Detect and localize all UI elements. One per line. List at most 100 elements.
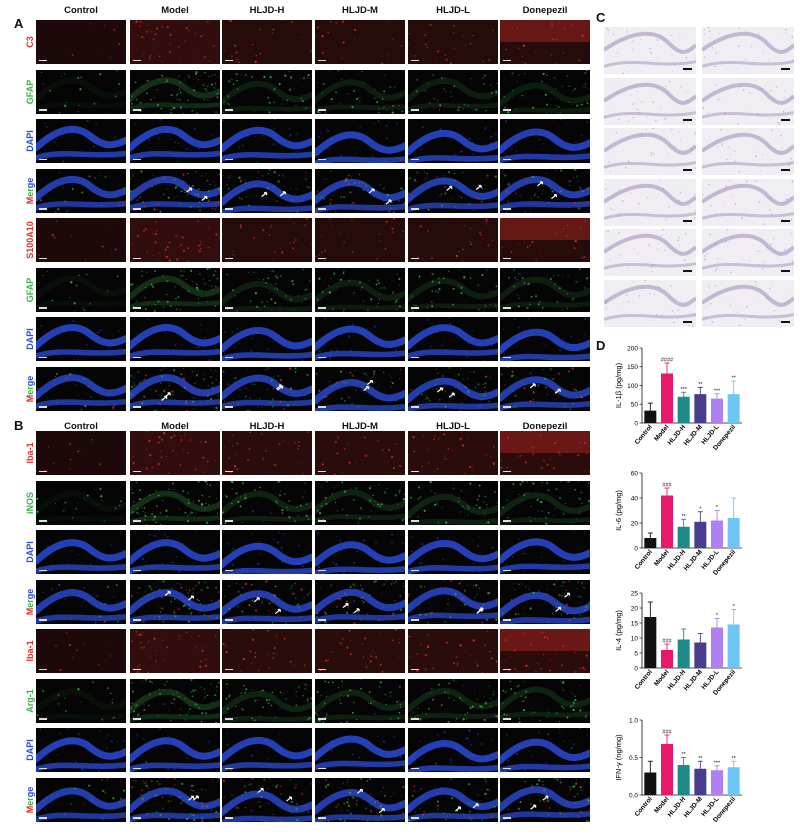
scale-bar xyxy=(411,470,419,472)
a-tile-c3-control xyxy=(36,20,126,64)
bar-control xyxy=(644,617,657,668)
y-tick-label: 0.0 xyxy=(629,792,638,799)
c-tile-cd8-3 xyxy=(702,128,794,175)
y-tick-label: 0 xyxy=(634,665,638,672)
a-tile-dapi-control xyxy=(36,119,126,163)
column-header-hljd-m: HLJD-M xyxy=(342,421,378,432)
y-tick-label: 25 xyxy=(631,590,639,597)
scale-bar xyxy=(225,817,233,819)
scale-bar xyxy=(39,158,47,160)
significance-label: ** xyxy=(698,756,703,762)
y-tick-label: 150 xyxy=(627,364,638,371)
b-tile-iba-1-hljd-m xyxy=(315,629,405,673)
a-tile-dapi-control xyxy=(36,317,126,361)
row-label-merge: Merge xyxy=(25,588,35,615)
significance-label: * xyxy=(716,613,719,619)
scale-bar xyxy=(411,158,419,160)
b-tile-iba-1-hljd-l xyxy=(408,431,498,475)
scale-bar xyxy=(225,619,233,621)
b-tile-iba-1-model xyxy=(130,431,220,475)
a-tile-s100a10-hljd-h xyxy=(222,218,312,262)
scale-bar xyxy=(133,208,141,210)
row-label-dapi: DAPI xyxy=(25,130,35,152)
bar-hljd-m xyxy=(694,642,707,668)
scale-bar xyxy=(39,257,47,259)
b-tile-merge-donepezil xyxy=(500,777,590,822)
a-tile-merge-model xyxy=(130,366,220,411)
scale-bar xyxy=(133,470,141,472)
bar-model xyxy=(661,744,673,795)
c-tile-cd4-6 xyxy=(604,279,696,327)
b-tile-iba-1-hljd-h xyxy=(222,431,312,475)
b-tile-dapi-hljd-l xyxy=(408,530,498,574)
b-tile-dapi-control xyxy=(36,728,126,772)
significance-label: * xyxy=(733,604,736,610)
b-tile-arg-1-donepezil xyxy=(500,678,590,723)
y-tick-label: 0 xyxy=(634,545,638,552)
a-tile-merge-hljd-l xyxy=(408,366,498,411)
significance-label: ### xyxy=(662,730,672,736)
b-tile-arg-1-hljd-l xyxy=(408,678,498,723)
scale-bar xyxy=(411,307,419,309)
y-tick-label: 20 xyxy=(631,520,639,527)
bar-hljd-l xyxy=(711,520,723,548)
a-tile-c3-model xyxy=(130,20,220,64)
a-tile-gfap-control xyxy=(36,69,126,114)
scale-bar xyxy=(133,520,141,522)
scale-bar xyxy=(133,718,141,720)
y-tick-label: 15 xyxy=(631,620,639,627)
bar-hljd-l xyxy=(711,770,723,795)
a-tile-dapi-model xyxy=(130,317,220,361)
a-tile-s100a10-hljd-m xyxy=(315,218,405,262)
b-tile-dapi-model xyxy=(130,728,220,772)
b-tile-dapi-hljd-h xyxy=(222,530,312,574)
column-header-donepezil: Donepezil xyxy=(522,421,568,432)
scale-bar xyxy=(39,718,47,720)
c-tile-cd4-2 xyxy=(604,77,696,125)
scale-bar xyxy=(225,767,233,769)
bar-donepezil xyxy=(727,624,740,668)
a-tile-merge-hljd-l xyxy=(408,168,498,213)
panel-letter-a: A xyxy=(14,16,24,31)
scale-bar xyxy=(411,406,419,408)
a-tile-dapi-hljd-l xyxy=(408,119,498,163)
b-tile-iba-1-donepezil xyxy=(500,629,590,673)
b-tile-merge-hljd-m xyxy=(315,777,405,822)
b-tile-dapi-control xyxy=(36,530,126,574)
bar-donepezil xyxy=(727,394,740,423)
b-tile-inos-hljd-l xyxy=(408,480,498,525)
scale-bar xyxy=(39,208,47,210)
c-tile-cd4-1 xyxy=(604,27,696,74)
row-label-s100a10: S100A10 xyxy=(25,221,35,259)
b-tile-arg-1-hljd-m xyxy=(315,678,405,723)
c-tile-cd4-4 xyxy=(604,178,696,226)
scale-bar xyxy=(39,307,47,309)
scale-bar xyxy=(39,767,47,769)
a-tile-gfap-hljd-h xyxy=(222,69,312,114)
b-tile-dapi-hljd-m xyxy=(315,530,405,574)
scale-bar xyxy=(503,718,511,720)
a-tile-c3-donepezil xyxy=(500,20,590,64)
scale-bar xyxy=(318,109,326,111)
a-tile-merge-model xyxy=(130,168,220,213)
significance-label: *** xyxy=(714,760,721,766)
scale-bar xyxy=(411,668,419,670)
panel-letter-d: D xyxy=(596,338,606,353)
column-header-donepezil: Donepezil xyxy=(522,5,568,16)
c-tile-cd8-2 xyxy=(702,77,794,125)
significance-label: ** xyxy=(698,382,703,388)
a-tile-gfap-hljd-m xyxy=(315,69,405,114)
a-tile-dapi-hljd-m xyxy=(315,119,405,163)
scale-bar xyxy=(411,59,419,61)
scale-bar xyxy=(133,307,141,309)
column-header-control: Control xyxy=(64,421,98,432)
b-tile-inos-control xyxy=(36,480,126,525)
a-tile-gfap-model xyxy=(130,267,220,312)
bar-hljd-m xyxy=(694,394,707,423)
y-tick-label: 10 xyxy=(631,635,639,642)
scale-bar xyxy=(318,668,326,670)
row-label-dapi: DAPI xyxy=(25,328,35,350)
significance-label: ** xyxy=(732,756,737,762)
b-tile-merge-hljd-l xyxy=(408,777,498,822)
scale-bar xyxy=(225,59,233,61)
